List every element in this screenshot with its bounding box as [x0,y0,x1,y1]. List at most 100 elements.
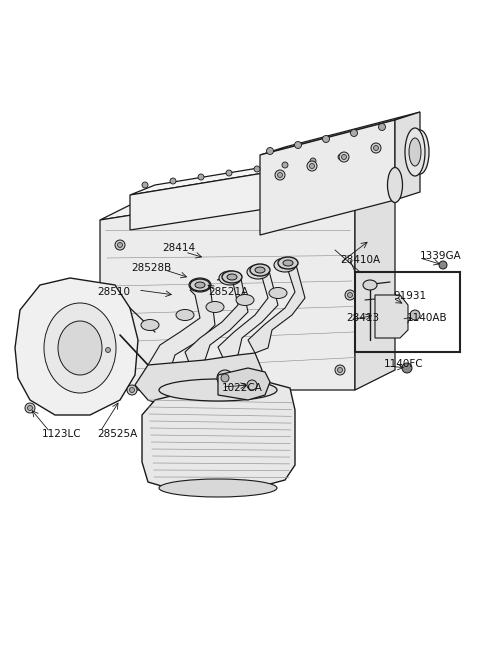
Text: 28510: 28510 [97,287,130,297]
Ellipse shape [363,280,377,290]
Circle shape [277,173,283,178]
Polygon shape [130,158,355,230]
Text: 91931: 91931 [393,291,426,301]
Ellipse shape [195,282,205,288]
Circle shape [254,166,260,172]
Polygon shape [142,380,295,490]
Circle shape [341,155,347,159]
Text: 1140FC: 1140FC [384,359,424,369]
Ellipse shape [194,281,206,289]
Text: 1339GA: 1339GA [420,251,462,261]
Circle shape [371,143,381,153]
Circle shape [115,240,125,250]
Circle shape [221,374,229,382]
Ellipse shape [411,130,429,174]
Circle shape [350,129,358,136]
Ellipse shape [255,267,265,273]
Polygon shape [15,278,138,415]
Circle shape [142,182,148,188]
Circle shape [439,261,447,269]
Ellipse shape [387,167,403,203]
Ellipse shape [222,271,242,283]
Circle shape [402,363,412,373]
Circle shape [295,142,301,148]
Ellipse shape [269,287,287,298]
Circle shape [275,170,285,180]
Circle shape [339,152,349,162]
Circle shape [379,123,385,131]
Ellipse shape [44,303,116,393]
Circle shape [217,370,233,386]
Ellipse shape [405,128,425,176]
Circle shape [130,388,134,392]
Ellipse shape [141,319,159,331]
Circle shape [198,174,204,180]
Circle shape [247,380,257,390]
Ellipse shape [247,265,269,279]
Polygon shape [135,353,262,410]
Polygon shape [100,180,355,390]
Circle shape [310,163,314,169]
Circle shape [323,136,329,142]
Ellipse shape [236,295,254,306]
Ellipse shape [219,271,241,285]
Ellipse shape [279,262,291,268]
Ellipse shape [206,302,224,312]
Polygon shape [260,112,420,155]
Polygon shape [260,120,395,235]
Text: 28521A: 28521A [208,287,248,297]
Polygon shape [148,285,215,375]
Text: 28410A: 28410A [340,255,380,265]
Polygon shape [100,160,395,220]
Polygon shape [355,160,395,390]
Circle shape [103,345,113,355]
Ellipse shape [159,379,277,401]
Ellipse shape [274,258,296,272]
Polygon shape [248,261,305,353]
Ellipse shape [283,260,293,266]
Text: 28413: 28413 [346,313,379,323]
Text: 28414: 28414 [162,243,195,253]
Circle shape [310,158,316,164]
Polygon shape [130,148,380,195]
Polygon shape [218,267,278,360]
Circle shape [345,290,355,300]
Text: 1022CA: 1022CA [222,383,263,393]
Circle shape [195,390,205,400]
Polygon shape [355,148,380,195]
Polygon shape [218,368,270,400]
Circle shape [118,243,122,247]
Circle shape [267,388,273,392]
Polygon shape [375,295,408,338]
Ellipse shape [278,257,298,269]
Ellipse shape [159,479,277,497]
Circle shape [27,405,33,411]
Circle shape [410,310,420,320]
Circle shape [348,293,352,298]
Ellipse shape [190,279,210,291]
Ellipse shape [189,278,211,292]
Ellipse shape [252,268,264,276]
Circle shape [265,385,275,395]
Circle shape [106,348,110,352]
Ellipse shape [409,138,421,166]
Circle shape [197,392,203,398]
Circle shape [373,146,379,150]
Polygon shape [395,112,420,200]
Circle shape [337,367,343,373]
Circle shape [307,161,317,171]
Circle shape [338,154,344,160]
Text: 1140AB: 1140AB [407,313,448,323]
Ellipse shape [250,264,270,276]
Bar [355,272,460,352]
Ellipse shape [227,274,237,280]
Ellipse shape [58,321,102,375]
Ellipse shape [224,274,236,281]
Circle shape [127,385,137,395]
Circle shape [170,178,176,184]
Ellipse shape [176,310,194,321]
Text: 1123LC: 1123LC [42,429,82,439]
Circle shape [226,170,232,176]
Text: 28528B: 28528B [132,263,172,273]
Polygon shape [185,274,248,365]
